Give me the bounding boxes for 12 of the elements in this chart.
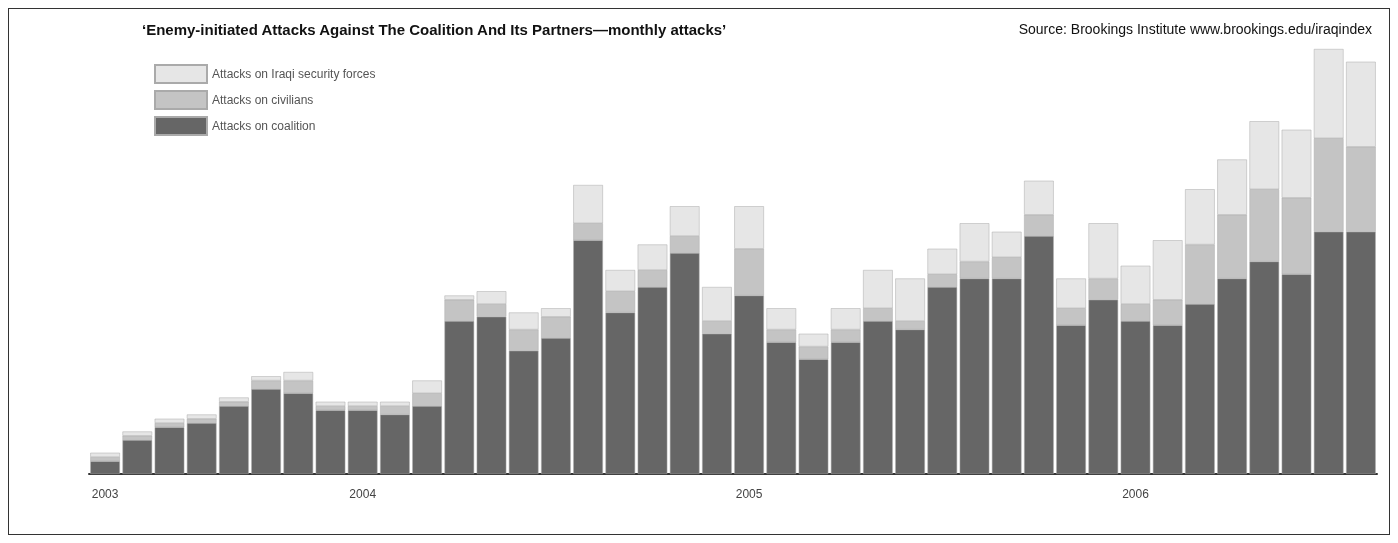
legend-label: Attacks on coalition	[212, 119, 316, 133]
bar	[219, 406, 249, 474]
x-tick-label: 2004	[349, 487, 377, 501]
bar	[90, 461, 120, 474]
x-tick-label: 2005	[735, 487, 763, 501]
bar	[219, 397, 249, 402]
x-tick-label: 2006	[1122, 487, 1150, 501]
chart-title: ‘Enemy-initiated Attacks Against The Coalition And Its Partners—monthly attacks’	[142, 21, 727, 38]
x-tick-label: 2003	[91, 487, 119, 501]
legend-label: Attacks on Iraqi security forces	[212, 67, 376, 81]
source-note: Source: Brookings Institute www.brookings.edu/iraqindex	[1018, 21, 1373, 37]
legend-label: Attacks on civilians	[212, 93, 314, 107]
